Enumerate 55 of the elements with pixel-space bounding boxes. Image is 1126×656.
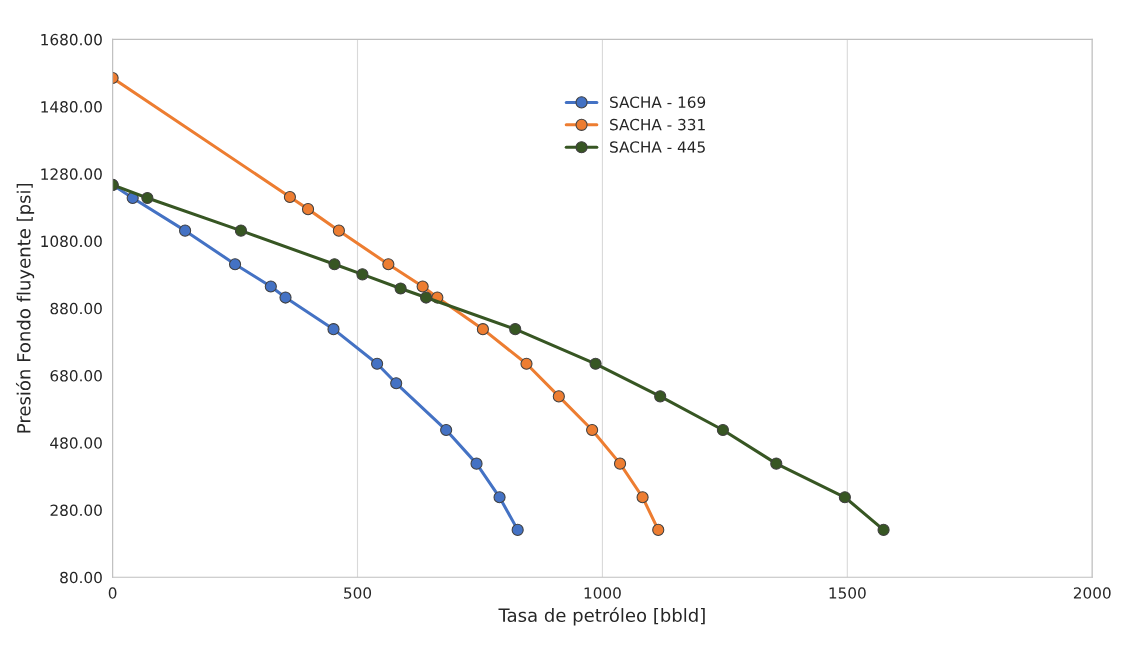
point	[586, 423, 599, 437]
point	[476, 323, 489, 336]
y-tick-label: 680.00	[50, 370, 102, 382]
y-tick-label: 1280.00	[41, 168, 102, 180]
legend-label: SACHA - 445	[610, 141, 705, 153]
point	[654, 390, 667, 403]
legend-label: SACHA - 169	[610, 96, 706, 108]
y-tick-label: 280.00	[50, 504, 102, 517]
point	[589, 357, 602, 370]
point	[509, 323, 522, 336]
point	[613, 457, 627, 470]
point	[141, 191, 154, 205]
point	[416, 280, 429, 293]
point	[877, 523, 890, 536]
y-tick-label: 1680.00	[41, 33, 102, 46]
x-tick-label: 500	[344, 587, 372, 599]
point	[493, 491, 506, 504]
point	[283, 190, 296, 204]
y-tick-label: 880.00	[50, 302, 102, 315]
point	[327, 323, 340, 336]
point	[234, 224, 248, 237]
point	[440, 423, 453, 437]
point	[179, 224, 192, 237]
point	[371, 357, 384, 370]
point	[228, 258, 242, 271]
y-tick-label: 1080.00	[41, 235, 102, 248]
y-axis-title: Presión Fondo fluyente [psi]	[15, 183, 35, 433]
x-tick-label: 0	[108, 587, 117, 599]
x-tick-label: 2000	[1073, 587, 1111, 599]
y-tick-label: 80.00	[60, 571, 102, 584]
point	[356, 268, 369, 281]
point	[382, 258, 395, 271]
point	[264, 280, 277, 293]
point	[652, 523, 665, 536]
legend-label: SACHA - 331	[610, 118, 705, 131]
point	[838, 491, 851, 504]
point	[511, 523, 524, 536]
y-tick-label: 480.00	[50, 437, 102, 449]
point	[636, 491, 649, 504]
point	[390, 377, 403, 390]
point	[328, 258, 341, 271]
point	[770, 457, 783, 470]
point	[301, 203, 315, 216]
x-tick-label: 1000	[584, 587, 621, 599]
point	[394, 282, 407, 295]
x-tick-label: 1500	[829, 587, 866, 599]
point	[470, 457, 483, 470]
point	[420, 291, 433, 304]
point	[552, 390, 565, 403]
point	[716, 423, 729, 437]
x-axis-title: Tasa de petróleo [bbld]	[498, 607, 705, 626]
point	[279, 291, 292, 304]
y-tick-label: 1480.00	[41, 101, 102, 113]
point	[520, 357, 533, 370]
point	[332, 224, 345, 237]
